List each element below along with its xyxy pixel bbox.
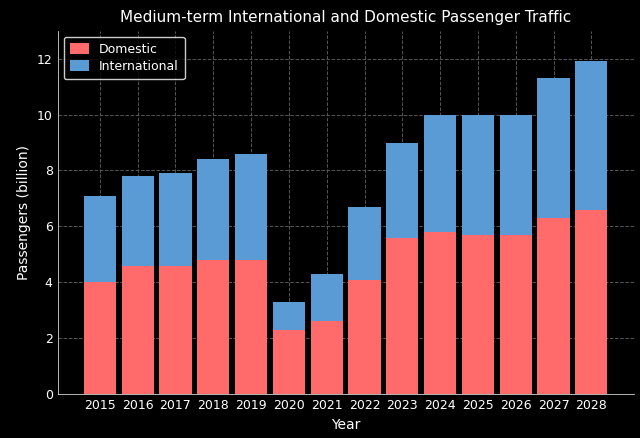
Legend: Domestic, International: Domestic, International bbox=[64, 37, 185, 79]
Bar bbox=[122, 265, 154, 394]
Bar bbox=[348, 207, 381, 279]
Bar bbox=[159, 173, 191, 265]
Bar bbox=[387, 237, 419, 394]
Bar bbox=[538, 78, 570, 218]
Bar bbox=[500, 235, 532, 394]
Bar bbox=[84, 283, 116, 394]
Bar bbox=[197, 260, 229, 394]
Bar bbox=[348, 279, 381, 394]
Bar bbox=[197, 159, 229, 260]
Bar bbox=[387, 142, 419, 237]
Title: Medium-term International and Domestic Passenger Traffic: Medium-term International and Domestic P… bbox=[120, 11, 572, 25]
Bar bbox=[575, 61, 607, 210]
Bar bbox=[310, 321, 343, 394]
Bar bbox=[235, 154, 267, 260]
Bar bbox=[273, 302, 305, 330]
Bar bbox=[122, 176, 154, 265]
Bar bbox=[500, 115, 532, 235]
Bar bbox=[462, 235, 494, 394]
Bar bbox=[462, 115, 494, 235]
Bar bbox=[310, 274, 343, 321]
Y-axis label: Passengers (billion): Passengers (billion) bbox=[17, 145, 31, 280]
Bar bbox=[575, 210, 607, 394]
Bar bbox=[84, 196, 116, 283]
Bar bbox=[235, 260, 267, 394]
Bar bbox=[159, 265, 191, 394]
Bar bbox=[538, 218, 570, 394]
Bar bbox=[424, 232, 456, 394]
X-axis label: Year: Year bbox=[331, 417, 360, 431]
Bar bbox=[273, 330, 305, 394]
Bar bbox=[424, 115, 456, 232]
